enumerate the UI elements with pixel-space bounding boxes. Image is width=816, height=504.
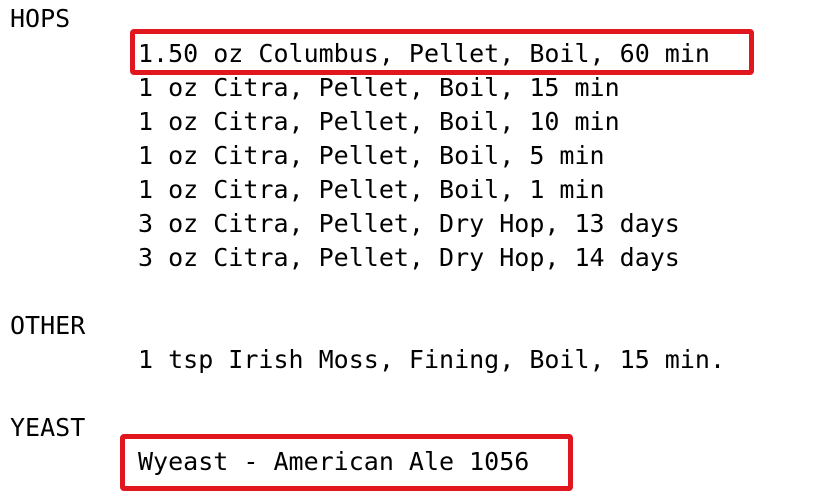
highlight-box-columbus — [130, 29, 754, 75]
yeast-heading: YEAST — [10, 413, 86, 442]
other-item-irish-moss: 1 tsp Irish Moss, Fining, Boil, 15 min. — [138, 345, 725, 374]
yeast-item-wyeast-1056: Wyeast - American Ale 1056 — [138, 447, 530, 476]
hops-item-citra-dry-13: 3 oz Citra, Pellet, Dry Hop, 13 days — [138, 209, 680, 238]
hops-heading: HOPS — [10, 4, 71, 33]
hops-item-citra-5: 1 oz Citra, Pellet, Boil, 5 min — [138, 141, 605, 170]
hops-item-citra-dry-14: 3 oz Citra, Pellet, Dry Hop, 14 days — [138, 243, 680, 272]
hops-item-citra-10: 1 oz Citra, Pellet, Boil, 10 min — [138, 107, 620, 136]
highlight-box-yeast — [120, 434, 573, 491]
hops-item-citra-15: 1 oz Citra, Pellet, Boil, 15 min — [138, 73, 620, 102]
other-heading: OTHER — [10, 311, 86, 340]
hops-item-citra-1: 1 oz Citra, Pellet, Boil, 1 min — [138, 175, 605, 204]
hops-item-columbus-60: 1.50 oz Columbus, Pellet, Boil, 60 min — [138, 39, 710, 68]
